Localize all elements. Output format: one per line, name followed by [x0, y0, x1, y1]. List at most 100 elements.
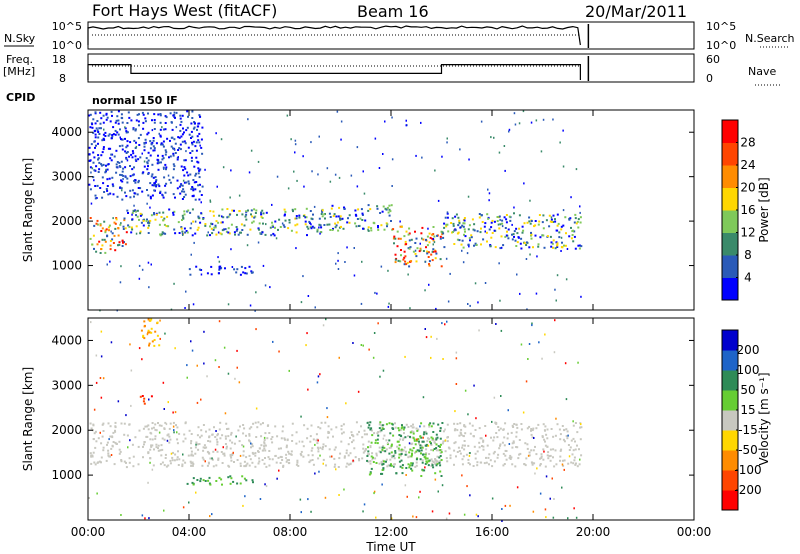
- range-gate-point: [369, 462, 372, 465]
- colorbar-swatch: [722, 232, 738, 256]
- range-gate-point: [169, 459, 172, 462]
- range-gate-point: [381, 472, 384, 475]
- range-gate-point: [291, 208, 294, 211]
- range-gate-point: [316, 381, 319, 384]
- range-gate-point: [109, 120, 112, 123]
- range-gate-point: [200, 273, 203, 276]
- range-gate-point: [141, 152, 143, 155]
- range-gate-point: [319, 373, 321, 376]
- range-gate-point: [425, 246, 427, 249]
- range-gate-point: [550, 245, 553, 248]
- range-gate-point: [220, 233, 223, 236]
- range-gate-point: [102, 133, 105, 136]
- range-gate-point: [461, 446, 464, 449]
- range-gate-point: [326, 223, 329, 226]
- range-gate-point: [269, 226, 272, 229]
- range-gate-point: [192, 179, 195, 181]
- range-gate-point: [578, 247, 581, 250]
- range-gate-point: [534, 472, 536, 475]
- range-gate-point: [94, 133, 97, 136]
- range-gate-point: [288, 452, 291, 455]
- range-gate-point: [104, 131, 107, 134]
- range-gate-point: [137, 463, 140, 466]
- range-gate-point: [221, 483, 223, 486]
- range-gate-point: [132, 465, 135, 468]
- range-gate-point: [172, 425, 175, 428]
- range-gate-point: [402, 437, 405, 440]
- range-gate-point: [167, 464, 170, 467]
- range-gate-point: [554, 218, 556, 221]
- range-gate-point: [507, 237, 510, 240]
- range-gate-point: [230, 248, 232, 251]
- range-gate-point: [271, 224, 274, 227]
- range-gate-point: [419, 425, 421, 428]
- range-gate-point: [362, 227, 364, 230]
- range-gate-point: [147, 131, 150, 134]
- range-gate-point: [129, 165, 131, 167]
- range-gate-point: [248, 427, 251, 430]
- range-gate-point: [162, 145, 165, 148]
- range-gate-point: [190, 433, 193, 435]
- range-gate-point: [372, 456, 374, 459]
- nsearch-tick-bottom: 10^0: [706, 39, 736, 52]
- range-gate-point: [467, 462, 470, 464]
- range-gate-point: [423, 431, 426, 434]
- range-gate-point: [199, 115, 201, 118]
- range-gate-point: [274, 454, 277, 457]
- range-gate-point: [93, 179, 95, 182]
- range-gate-point: [424, 466, 426, 469]
- range-gate-point: [543, 450, 545, 453]
- range-gate-point: [439, 235, 442, 238]
- range-gate-point: [217, 457, 220, 460]
- range-gate-point: [535, 427, 538, 430]
- range-gate-point: [147, 112, 149, 115]
- range-gate-point: [231, 266, 234, 268]
- range-gate-point: [166, 439, 169, 442]
- range-gate-point: [153, 119, 156, 121]
- range-gate-point: [516, 273, 518, 276]
- range-gate-point: [525, 244, 528, 246]
- range-gate-point: [401, 472, 404, 475]
- range-gate-point: [143, 320, 146, 323]
- range-gate-point: [419, 447, 422, 449]
- range-gate-point: [195, 491, 197, 494]
- range-gate-point: [88, 183, 91, 186]
- range-gate-point: [397, 259, 400, 262]
- range-gate-point: [124, 243, 127, 246]
- range-gate-point: [227, 227, 230, 230]
- range-gate-point: [576, 220, 579, 223]
- range-gate-point: [153, 182, 156, 185]
- range-gate-point: [421, 459, 424, 462]
- range-gate-point: [464, 235, 467, 238]
- range-gate-point: [242, 271, 245, 274]
- range-gate-point: [341, 432, 343, 435]
- range-gate-point: [529, 199, 531, 202]
- range-gate-point: [101, 244, 104, 247]
- range-gate-point: [390, 463, 392, 466]
- range-gate-point: [119, 281, 122, 284]
- range-gate-point: [374, 457, 377, 460]
- range-gate-point: [351, 434, 353, 436]
- range-gate-point: [106, 263, 108, 266]
- range-gate-point: [454, 441, 457, 444]
- range-gate-point: [444, 428, 446, 431]
- range-gate-point: [239, 425, 241, 428]
- range-gate-point: [482, 439, 485, 442]
- range-gate-point: [248, 171, 251, 174]
- range-gate-point: [172, 163, 175, 166]
- range-gate-point: [400, 254, 402, 257]
- range-gate-point: [416, 438, 418, 441]
- range-gate-point: [408, 239, 411, 242]
- nsearch-tick-top: 10^5: [706, 20, 736, 33]
- range-gate-point: [288, 369, 290, 372]
- range-gate-point: [281, 222, 284, 225]
- range-gate-point: [230, 169, 232, 172]
- range-gate-point: [328, 223, 331, 226]
- range-gate-point: [473, 445, 476, 448]
- range-gate-point: [462, 435, 465, 437]
- range-gate-point: [165, 166, 168, 169]
- range-gate-point: [151, 184, 154, 187]
- range-gate-point: [488, 192, 491, 195]
- range-gate-point: [126, 131, 129, 134]
- range-gate-point: [138, 264, 141, 267]
